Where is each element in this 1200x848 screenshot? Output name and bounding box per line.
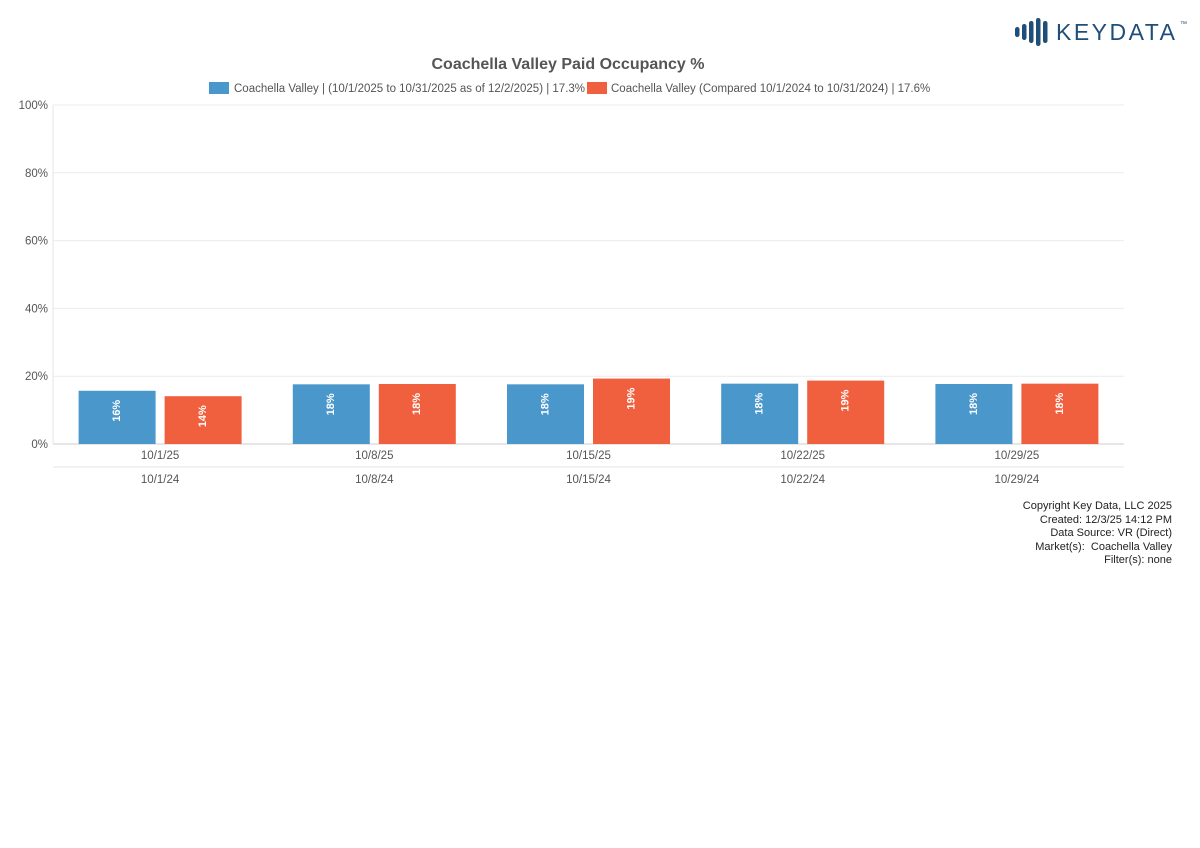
copyright-text: Copyright Key Data, LLC 2025 — [1022, 500, 1172, 512]
bar-prior[interactable] — [807, 380, 885, 444]
logo-bar — [1043, 21, 1048, 43]
data-source-text: Data Source: VR (Direct) — [1050, 527, 1172, 539]
x-tick-label: 10/22/25 — [780, 450, 825, 462]
legend-swatch-series-1 — [209, 82, 229, 94]
bars: 16% 14% 18% 18% 18% 19% 18% 19% 18% 18% — [78, 378, 1099, 444]
legend-label-series-2[interactable]: Coachella Valley (Compared 10/1/2024 to … — [611, 83, 930, 95]
legend-swatch-series-2 — [587, 82, 607, 94]
filters-text: Filter(s): none — [1104, 554, 1172, 566]
bar-data-label: 18% — [754, 392, 766, 414]
bar-current[interactable] — [292, 384, 370, 444]
bar-data-label: 18% — [539, 393, 551, 415]
x-tick-label: 10/15/25 — [566, 450, 611, 462]
logo-wordmark: KEYDATA — [1056, 19, 1177, 45]
keydata-logo: KEYDATA ™ — [1012, 14, 1188, 50]
y-axis: 0% 20% 40% 60% 80% 100% — [19, 100, 48, 451]
bar-data-label: 18% — [325, 393, 337, 415]
keydata-bars-icon — [1015, 18, 1048, 46]
bar-data-label: 18% — [1054, 392, 1066, 414]
x-tick-label-secondary: 10/29/24 — [995, 474, 1040, 486]
y-tick-label: 40% — [25, 303, 48, 315]
bar-data-label: 16% — [111, 400, 123, 422]
y-tick-label: 80% — [25, 168, 48, 180]
bar-data-label: 18% — [968, 393, 980, 415]
occupancy-bar-chart: Coachella Valley Paid Occupancy % Coache… — [19, 56, 1124, 486]
x-tick-label-secondary: 10/1/24 — [141, 474, 180, 486]
bar-prior[interactable] — [378, 383, 456, 444]
x-tick-label: 10/1/25 — [141, 450, 179, 462]
bar-prior[interactable] — [593, 378, 670, 444]
bar-data-label: 18% — [411, 393, 423, 415]
chart-title: Coachella Valley Paid Occupancy % — [431, 56, 704, 73]
x-tick-label-secondary: 10/8/24 — [355, 474, 394, 486]
logo-trademark: ™ — [1180, 21, 1187, 28]
logo-bar — [1015, 27, 1020, 37]
logo-bar — [1022, 24, 1027, 40]
y-tick-label: 20% — [25, 371, 48, 383]
legend-label-series-1[interactable]: Coachella Valley | (10/1/2025 to 10/31/2… — [234, 83, 585, 95]
x-tick-label-secondary: 10/15/24 — [566, 474, 611, 486]
bar-current[interactable] — [507, 384, 584, 444]
x-axis: 10/1/25 10/1/24 10/8/25 10/8/24 10/15/25 10/1… — [141, 450, 1040, 486]
x-tick-label-secondary: 10/22/24 — [780, 474, 825, 486]
created-text: Created: 12/3/25 14:12 PM — [1039, 513, 1172, 526]
logo-bar — [1029, 21, 1034, 43]
bar-current[interactable] — [78, 390, 156, 444]
markets-text: Market(s): Coachella Valley — [1035, 540, 1172, 553]
bar-data-label: 14% — [197, 405, 209, 427]
y-tick-label: 100% — [19, 100, 48, 112]
y-tick-label: 0% — [31, 439, 48, 451]
x-tick-label: 10/8/25 — [355, 450, 393, 462]
bar-prior[interactable] — [1021, 383, 1099, 444]
legend: Coachella Valley | (10/1/2025 to 10/31/2… — [209, 82, 930, 95]
bar-data-label: 19% — [840, 389, 852, 411]
logo-bar — [1036, 18, 1041, 46]
bar-current[interactable] — [721, 383, 799, 444]
y-tick-label: 60% — [25, 236, 48, 248]
bar-current[interactable] — [935, 383, 1013, 444]
bar-prior[interactable] — [164, 396, 242, 444]
bar-data-label: 19% — [625, 387, 637, 409]
footer-info: Copyright Key Data, LLC 2025 Created: 12… — [1023, 500, 1172, 568]
x-tick-label: 10/29/25 — [995, 450, 1040, 462]
